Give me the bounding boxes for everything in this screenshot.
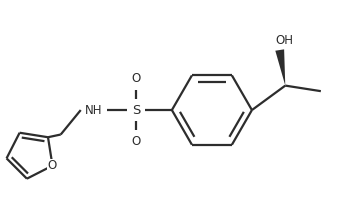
Text: O: O bbox=[48, 159, 57, 172]
Text: NH: NH bbox=[85, 103, 103, 117]
Text: O: O bbox=[132, 135, 141, 148]
Polygon shape bbox=[275, 49, 285, 86]
Text: OH: OH bbox=[275, 34, 293, 47]
Text: S: S bbox=[132, 103, 140, 117]
Text: O: O bbox=[132, 72, 141, 85]
